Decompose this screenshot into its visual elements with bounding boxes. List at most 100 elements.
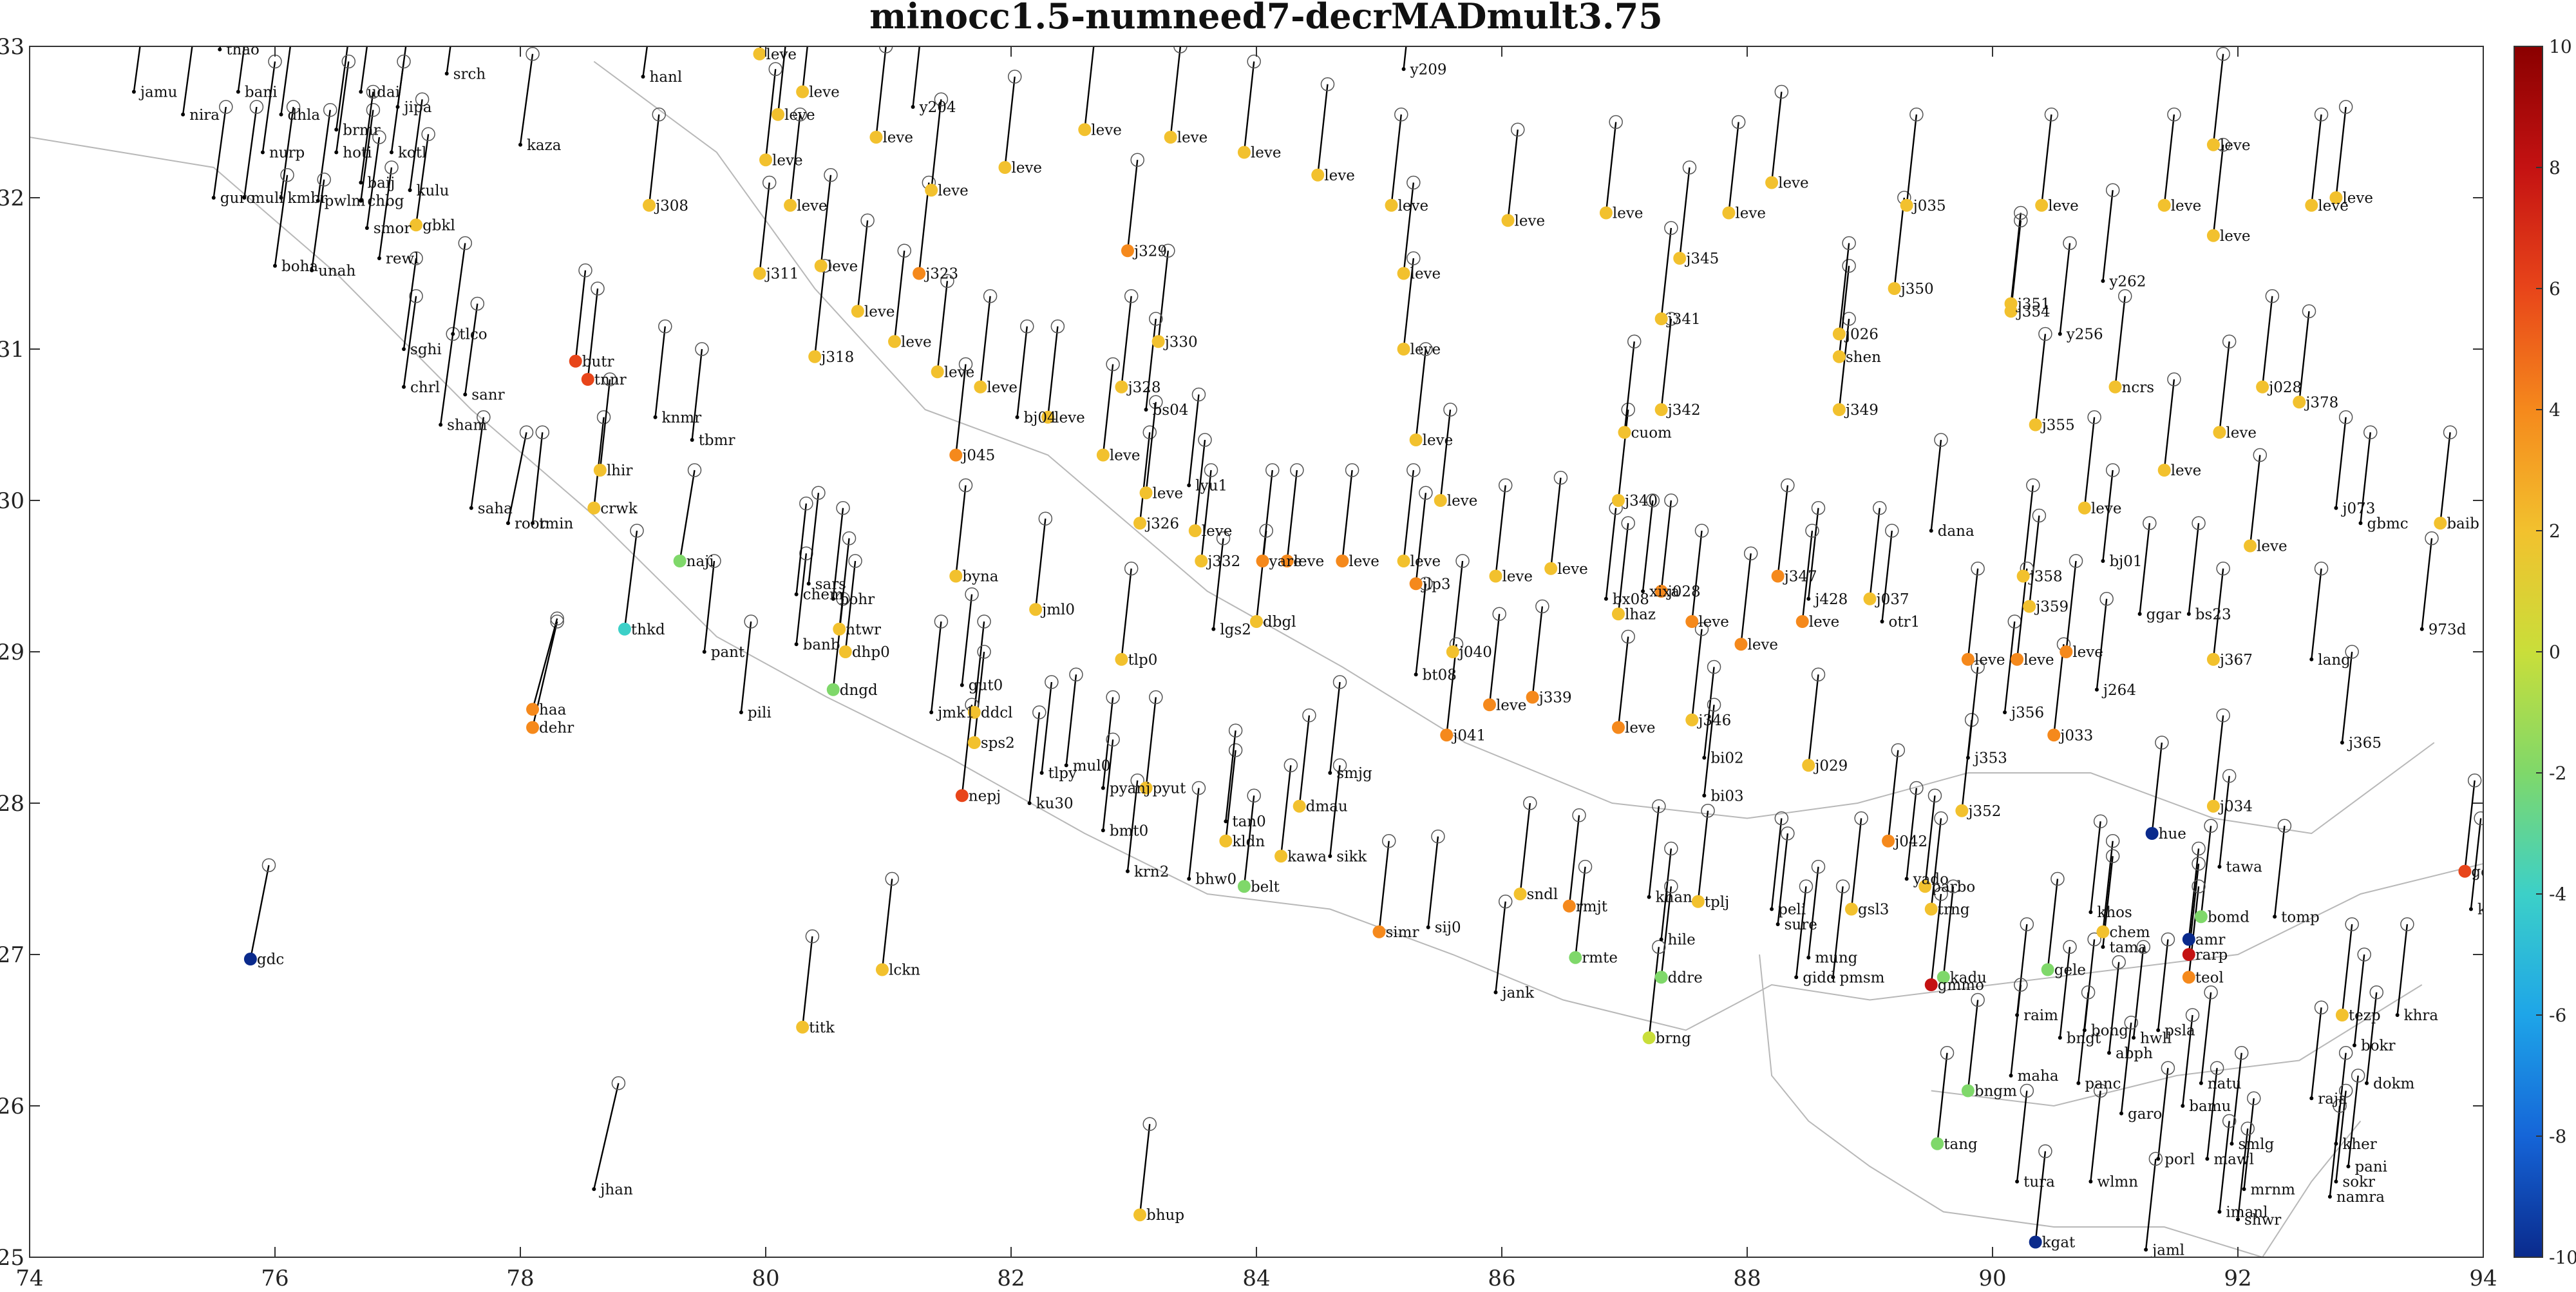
velocity-vector [930, 99, 942, 191]
error-ellipse [652, 108, 667, 122]
station-marker [1924, 902, 1938, 916]
error-ellipse [1621, 516, 1635, 530]
station-marker [784, 198, 797, 212]
station-marker [359, 180, 363, 185]
error-ellipse [1302, 708, 1316, 723]
velocity-vector [1887, 750, 1899, 841]
station-marker [526, 721, 540, 734]
station-marker [739, 710, 743, 714]
velocity-vector [1255, 530, 1267, 622]
station-label: crwk [600, 500, 638, 517]
station-label: boha [281, 258, 318, 275]
station-label: y256 [2066, 327, 2103, 343]
velocity-vector [691, 348, 703, 441]
velocity-vector [1102, 364, 1114, 455]
y-axis: 25 26 27 28 29 30 31 32 33 [0, 34, 2483, 1271]
error-ellipse [799, 496, 813, 511]
error-ellipse [244, 0, 257, 8]
error-ellipse [2338, 410, 2353, 424]
station-label: bngm [1975, 1083, 2017, 1100]
velocity-vector [1317, 84, 1329, 175]
velocity-vector [801, 936, 813, 1027]
station-label: abph [2116, 1045, 2153, 1062]
station-marker [2096, 925, 2110, 938]
station-label: j329 [1132, 243, 1167, 260]
velocity-vector [409, 99, 423, 191]
station-marker [592, 1187, 596, 1192]
station-label: krn2 [1134, 864, 1169, 880]
station-marker [2047, 728, 2061, 742]
station-label: kimi [2477, 902, 2510, 918]
velocity-vector [519, 53, 534, 145]
velocity-vector [2163, 379, 2175, 471]
x-tick-label: 90 [1978, 1266, 2006, 1291]
station-label: leve [1502, 569, 1533, 585]
station-marker [273, 263, 277, 268]
error-ellipse [1707, 698, 1721, 712]
station-label: banb [803, 636, 840, 653]
error-ellipse [885, 871, 899, 886]
velocity-vector [1838, 243, 1850, 334]
station-label: sndl [1527, 886, 1558, 903]
station-label: j308 [654, 198, 688, 214]
station-marker [1961, 652, 1975, 666]
station-label: sanr [471, 387, 504, 404]
velocity-vector [1139, 1124, 1151, 1215]
error-ellipse [1124, 562, 1139, 576]
station-label: rewl [386, 251, 419, 267]
velocity-vector [1329, 765, 1341, 857]
error-ellipse [2351, 1069, 2365, 1083]
station-label: dbgl [1263, 614, 1296, 631]
station-label: mrnm [2251, 1181, 2296, 1198]
station-label: titk [809, 1020, 835, 1036]
error-ellipse [1971, 562, 1985, 576]
station-marker [1544, 562, 1558, 575]
station-marker [2009, 1074, 2013, 1078]
station-marker [2029, 1235, 2042, 1249]
station-marker [2029, 418, 2042, 432]
velocity-vector [2470, 818, 2482, 909]
station-marker [1280, 555, 1294, 567]
velocity-vector [360, 109, 374, 201]
velocity-vector [2396, 924, 2409, 1016]
error-ellipse [2087, 932, 2101, 947]
station-label: trng [1938, 902, 1970, 918]
error-ellipse [1406, 251, 1421, 265]
station-marker [2358, 521, 2363, 526]
velocity-vector [280, 106, 294, 198]
station-label: sps2 [981, 735, 1015, 752]
station-label: j347 [1783, 569, 1817, 585]
error-ellipse [1149, 395, 1163, 409]
error-ellipse [1781, 478, 1795, 493]
station-marker [1274, 850, 1288, 863]
station-marker [2101, 559, 2105, 563]
velocity-vector [2212, 144, 2224, 236]
station-label: kulu [417, 182, 450, 199]
station-marker [1961, 1084, 1975, 1097]
velocity-vector [777, 46, 786, 115]
velocity-vector [1967, 1000, 1979, 1091]
velocity-vector [1777, 833, 1789, 925]
station-label: pani [2354, 1159, 2387, 1175]
station-label: j033 [2058, 727, 2093, 744]
station-marker [1125, 869, 1130, 873]
error-ellipse [1842, 236, 1856, 251]
error-ellipse [2081, 985, 2096, 1000]
station-marker [1336, 555, 1349, 567]
station-label: bohr [840, 591, 875, 608]
station-label: leve [766, 46, 797, 63]
station-label: j323 [923, 266, 958, 283]
velocity-vector [243, 106, 258, 198]
station-marker [1654, 971, 1668, 984]
error-ellipse [2032, 508, 2047, 523]
colorbar-tick-label: -8 [2549, 1126, 2566, 1147]
y-tick-label: 29 [0, 640, 24, 665]
station-marker [1611, 494, 1625, 507]
error-ellipse [2167, 372, 2181, 386]
velocity-vector [2273, 826, 2286, 917]
station-marker [1489, 569, 1502, 583]
velocity-vector [464, 303, 478, 395]
error-ellipse [366, 102, 381, 117]
error-ellipse [1406, 463, 1421, 477]
station-marker [1806, 955, 1811, 960]
